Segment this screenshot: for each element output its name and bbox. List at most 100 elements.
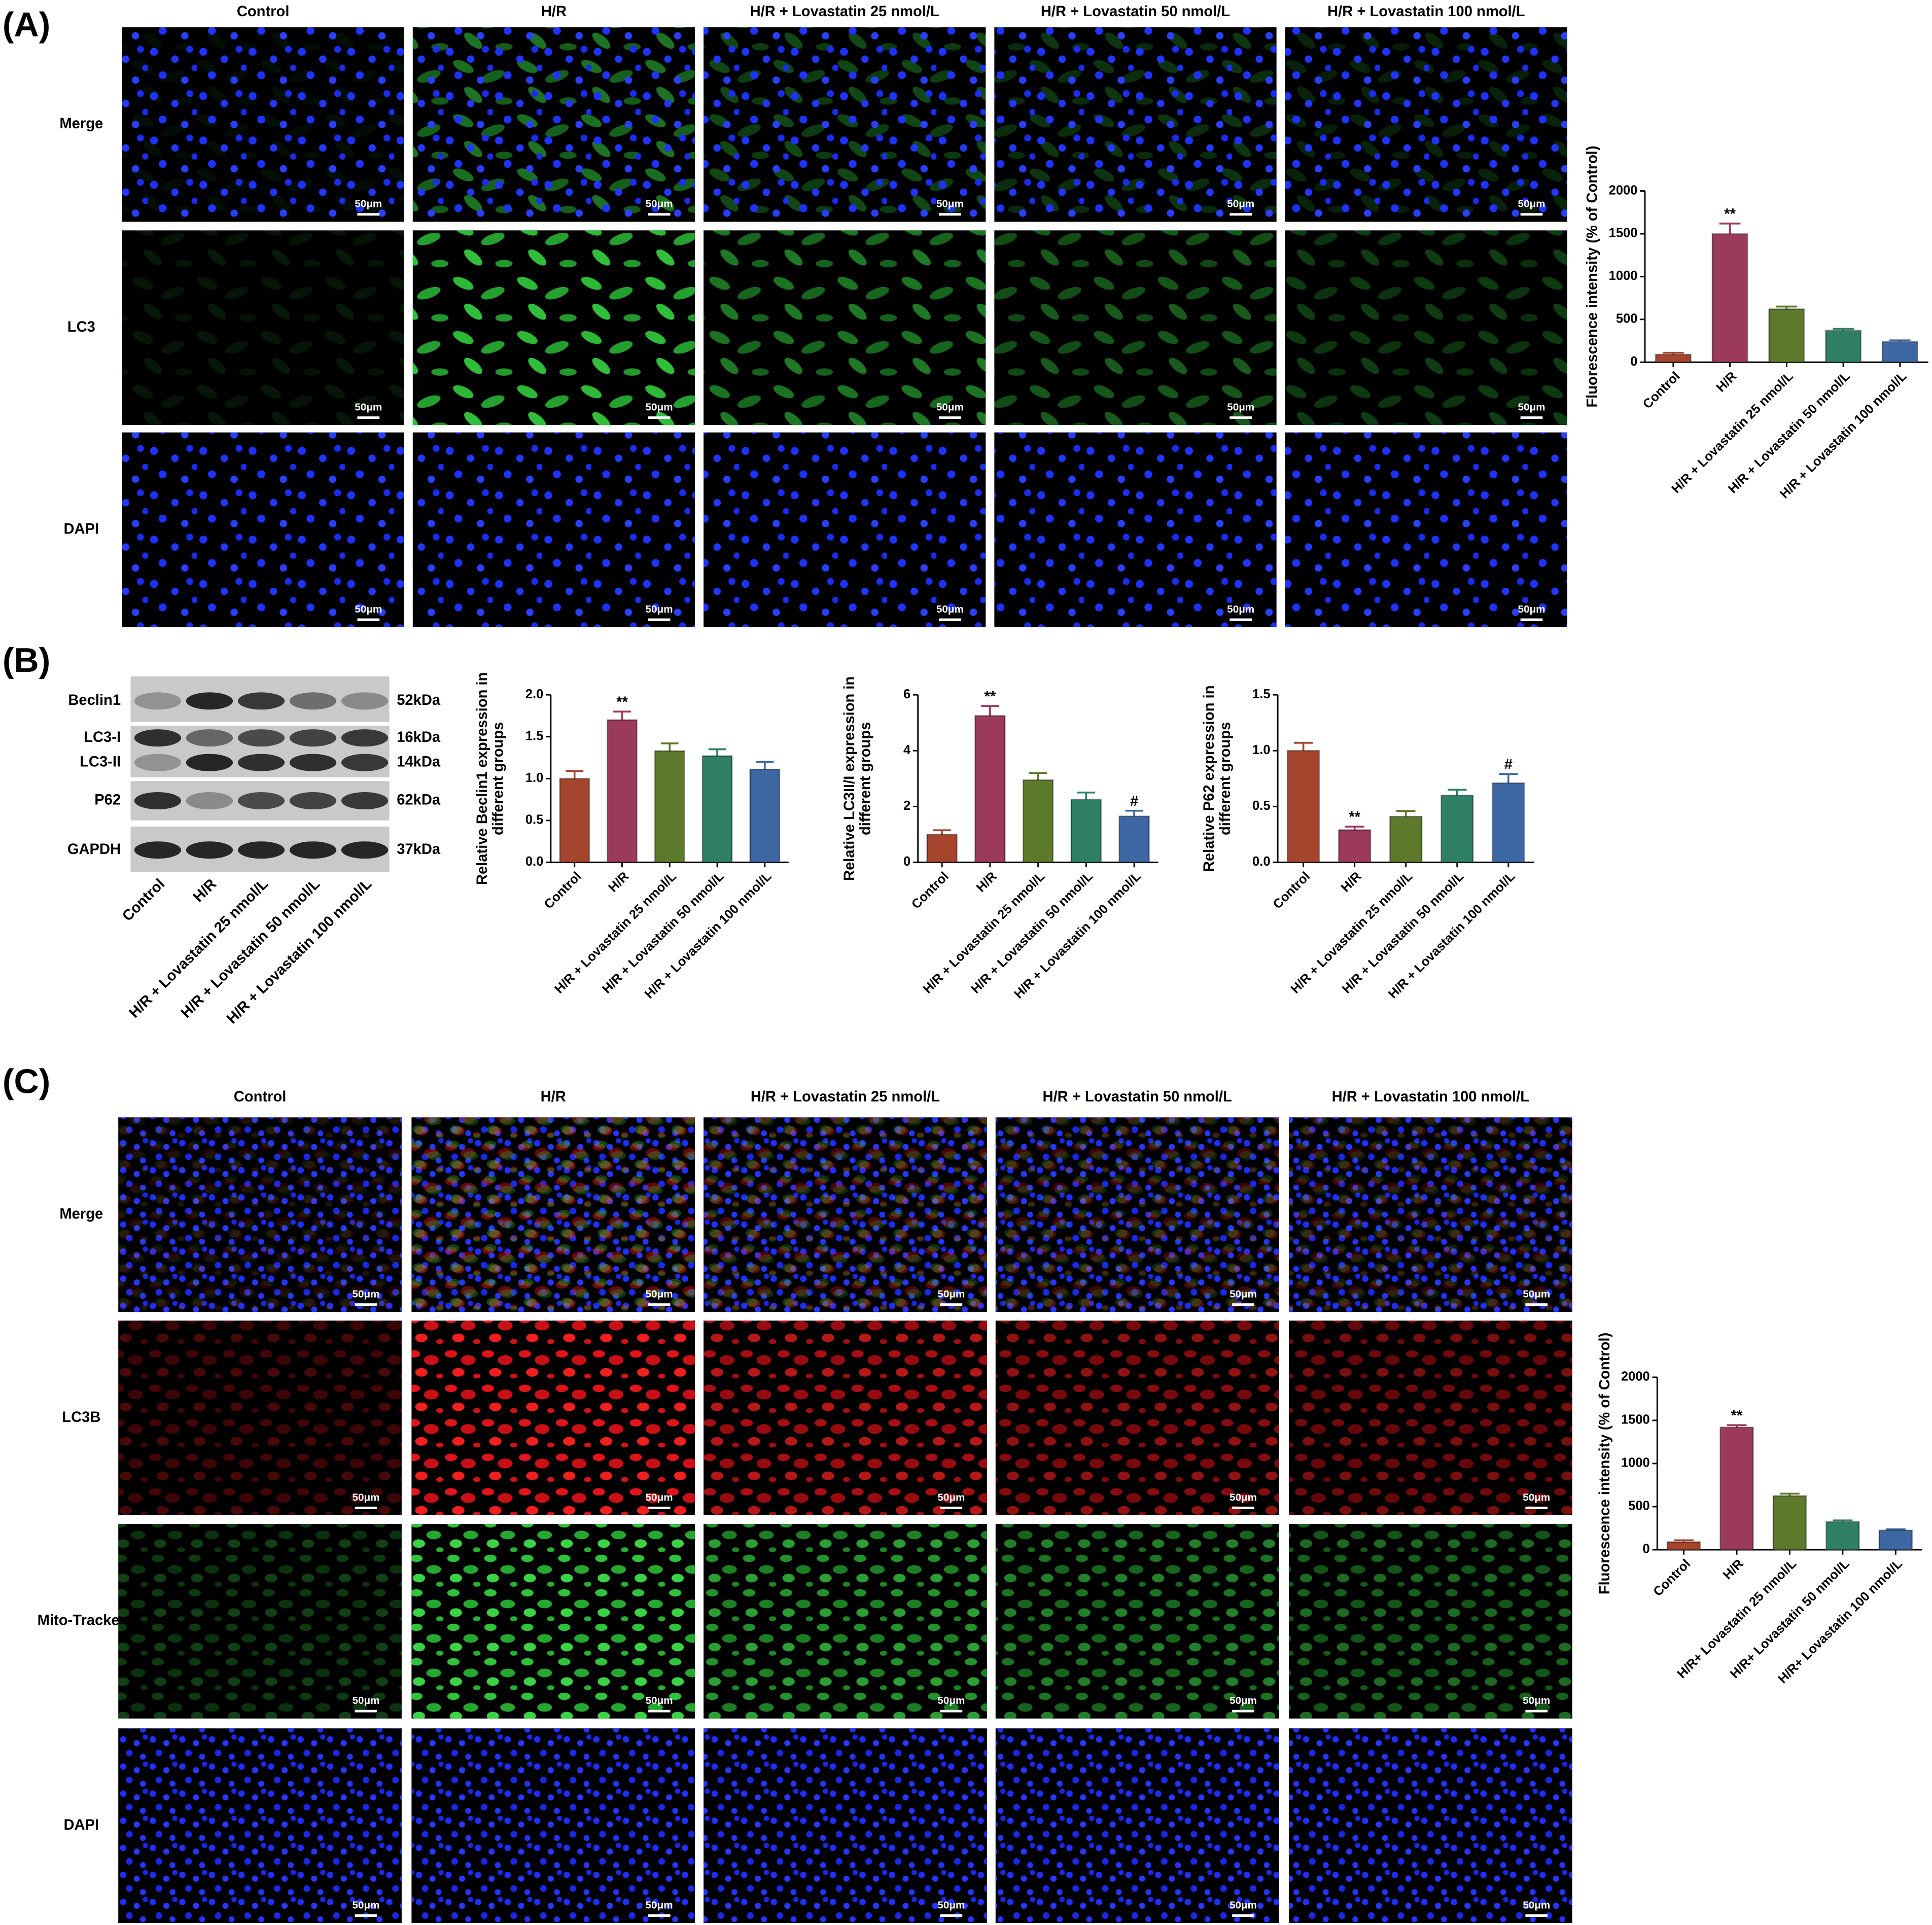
x-tick-label: H/R: [1713, 369, 1739, 395]
y-tick-label: 0.5: [1252, 799, 1270, 813]
bar: [654, 750, 685, 863]
y-axis-title: Fluorescence intensity (% of Control): [1597, 1333, 1613, 1595]
micrograph-signal: [704, 1728, 987, 1923]
scale-bar-label: 50μm: [353, 1899, 380, 1911]
kda-label: 62kDa: [397, 792, 441, 808]
micrograph-signal: [411, 1117, 695, 1312]
y-axis-title: Fluorescence intensity (% of Control): [1585, 146, 1601, 407]
x-tick-label: H/R + Lovastatin 25 nmol/L: [1669, 369, 1796, 496]
significance-mark: **: [1724, 206, 1736, 222]
micrograph-signal: [1285, 432, 1567, 627]
scale-bar-label: 50μm: [355, 402, 382, 413]
bar: [1338, 829, 1372, 863]
x-tick-label: Control: [1650, 1557, 1693, 1599]
kda-label: 14kDa: [397, 754, 441, 770]
y-tick-label: 1.0: [525, 771, 543, 785]
y-tick-label: 2: [903, 799, 910, 813]
micrograph-signal: [411, 1523, 695, 1719]
y-axis-title: Relative P62 expression in: [1201, 685, 1217, 872]
bar: [1878, 1529, 1913, 1551]
y-tick-label: 1000: [1621, 1456, 1650, 1470]
scale-bar-label: 50μm: [646, 1899, 673, 1911]
scale-bar-label: 50μm: [1523, 1695, 1550, 1706]
micrograph-signal: [994, 230, 1277, 425]
blot-band: [237, 792, 285, 810]
x-tick-label: Control: [542, 869, 584, 912]
micrograph-signal: [1288, 1117, 1572, 1312]
scale-bar-label: 50μm: [1227, 198, 1254, 210]
bar: [1772, 1495, 1807, 1551]
blot-band: [237, 754, 285, 771]
bar: [1070, 799, 1102, 863]
blot-band: [186, 841, 233, 859]
column-header: H/R + Lovastatin 25 nmol/L: [751, 1089, 940, 1105]
y-tick-label: 2000: [1621, 1370, 1650, 1384]
column-header: H/R + Lovastatin 100 nmol/L: [1327, 4, 1525, 20]
blot-band: [289, 754, 337, 771]
panel-label: (C): [3, 1062, 50, 1101]
micrograph-signal: [994, 27, 1277, 222]
micrograph-signal: [995, 1523, 1279, 1719]
scale-bar-label: 50μm: [646, 603, 673, 615]
bar: [1825, 1521, 1860, 1551]
kda-label: 16kDa: [397, 729, 441, 745]
y-tick-label: 0.0: [525, 854, 543, 869]
y-tick-label: 4: [903, 743, 911, 757]
micrograph-signal: [704, 1523, 987, 1719]
scale-bar-label: 50μm: [1230, 1491, 1257, 1503]
x-tick-label: H/R: [606, 869, 631, 895]
micrograph-signal: [122, 432, 404, 627]
scale-bar-label: 50μm: [355, 603, 382, 615]
y-tick-label: 0: [1643, 1542, 1650, 1556]
bar: [974, 715, 1006, 863]
significance-mark: #: [1130, 793, 1138, 809]
significance-mark: #: [1504, 757, 1513, 773]
bar: [1287, 750, 1320, 863]
blot-band: [289, 692, 337, 710]
x-tick-label: Control: [909, 869, 952, 912]
bar: [1768, 308, 1805, 363]
scale-bar-label: 50μm: [646, 1491, 673, 1503]
row-label: LC3: [67, 319, 95, 335]
blot-band: [237, 692, 285, 710]
scale-bar-label: 50μm: [937, 1695, 965, 1706]
micrograph-signal: [118, 1321, 402, 1515]
micrograph-signal: [704, 230, 986, 425]
scale-bar-label: 50μm: [1230, 1695, 1257, 1706]
x-tick-label: H/R: [1720, 1557, 1746, 1583]
scale-bar-label: 50μm: [1523, 1899, 1550, 1911]
micrograph-signal: [118, 1728, 402, 1923]
x-tick-label: H/R + Lovastatin 50 nmol/L: [1726, 369, 1853, 496]
micrograph-signal: [1285, 27, 1567, 222]
y-tick-label: 0: [1630, 354, 1637, 369]
micrograph-signal: [118, 1117, 402, 1312]
bar: [1881, 341, 1918, 363]
row-label: DAPI: [64, 1817, 99, 1833]
scale-bar-label: 50μm: [936, 402, 964, 413]
bar: [1023, 779, 1054, 863]
scale-bar-label: 50μm: [1227, 603, 1254, 615]
scale-bar-label: 50μm: [353, 1695, 380, 1706]
scale-bar-label: 50μm: [936, 198, 964, 210]
blot-row-label: P62: [94, 792, 121, 808]
y-tick-label: 500: [1616, 312, 1638, 326]
blot-band: [186, 692, 233, 710]
bar: [607, 719, 638, 863]
x-tick-label: H/R: [974, 869, 1000, 895]
row-label: Merge: [59, 116, 103, 132]
lane-label: Control: [119, 876, 168, 924]
micrograph-signal: [122, 230, 404, 425]
scale-bar-label: 50μm: [1230, 1899, 1257, 1911]
scale-bar-label: 50μm: [646, 1289, 673, 1300]
column-header: Control: [237, 4, 290, 20]
scale-bar-label: 50μm: [1227, 402, 1254, 413]
kda-label: 37kDa: [397, 841, 441, 858]
blot-band: [341, 792, 389, 810]
x-tick-label: Control: [1640, 369, 1683, 412]
bar: [1389, 815, 1423, 863]
y-axis-title: different groups: [1217, 722, 1234, 835]
column-header: H/R: [541, 4, 567, 20]
bar: [1719, 1427, 1754, 1551]
scale-bar-label: 50μm: [937, 1491, 965, 1503]
bar: [1825, 330, 1861, 363]
